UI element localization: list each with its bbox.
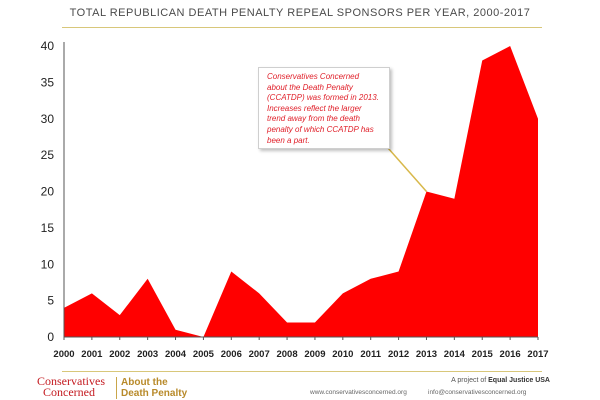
x-tick-label: 2011 (360, 349, 381, 360)
title-divider (62, 27, 542, 28)
email-link[interactable]: info@conservativesconcerned.org (428, 389, 527, 396)
y-tick-label: 20 (41, 185, 55, 199)
project-name: Equal Justice USA (488, 377, 550, 384)
logo-adp-line1: About the (121, 377, 168, 388)
y-tick-label: 5 (47, 294, 54, 308)
x-tick-label: 2016 (500, 349, 521, 360)
logo-adp-line2: Death Penalty (121, 388, 188, 399)
logo-line2: Concerned (43, 385, 95, 399)
x-tick-label: 2005 (193, 349, 215, 360)
project-credit: A project of Equal Justice USA (370, 377, 550, 384)
footer-divider (62, 371, 542, 372)
area-series (64, 46, 538, 337)
x-tick-label: 2012 (388, 349, 409, 360)
x-tick-label: 2014 (444, 349, 466, 360)
logo-about-death-penalty: About the Death Penalty (121, 377, 187, 399)
y-tick-label: 25 (41, 148, 55, 162)
x-tick-label: 2015 (472, 349, 494, 360)
x-tick-label: 2002 (109, 349, 130, 360)
x-tick-label: 2008 (276, 349, 297, 360)
website-link[interactable]: www.conservativesconcerned.org (310, 389, 407, 396)
x-tick-label: 2017 (527, 349, 548, 360)
x-tick-label: 2000 (53, 349, 74, 360)
chart-title: TOTAL REPUBLICAN DEATH PENALTY REPEAL SP… (69, 7, 531, 19)
x-tick-label: 2003 (137, 349, 158, 360)
x-tick-label: 2006 (221, 349, 242, 360)
y-tick-label: 30 (41, 112, 55, 126)
y-tick-label: 10 (41, 257, 55, 271)
x-tick-label: 2001 (81, 349, 103, 360)
y-tick-label: 15 (41, 221, 55, 235)
logo-conservatives-concerned: Conservatives Concerned (37, 374, 105, 399)
x-tick-label: 2010 (332, 349, 353, 360)
annotation-box: Conservatives Concerned about the Death … (258, 67, 390, 149)
annotation-pointer (387, 147, 428, 192)
y-tick-label: 35 (41, 75, 55, 89)
logo-separator (116, 377, 117, 399)
x-tick-label: 2004 (165, 349, 187, 360)
x-tick-label: 2007 (249, 349, 270, 360)
y-tick-label: 0 (47, 330, 54, 344)
project-prefix: A project of (451, 377, 489, 384)
x-tick-label: 2009 (304, 349, 325, 360)
logo-line1: Conservatives (37, 374, 105, 388)
x-tick-label: 2013 (416, 349, 437, 360)
y-tick-label: 40 (41, 39, 55, 53)
